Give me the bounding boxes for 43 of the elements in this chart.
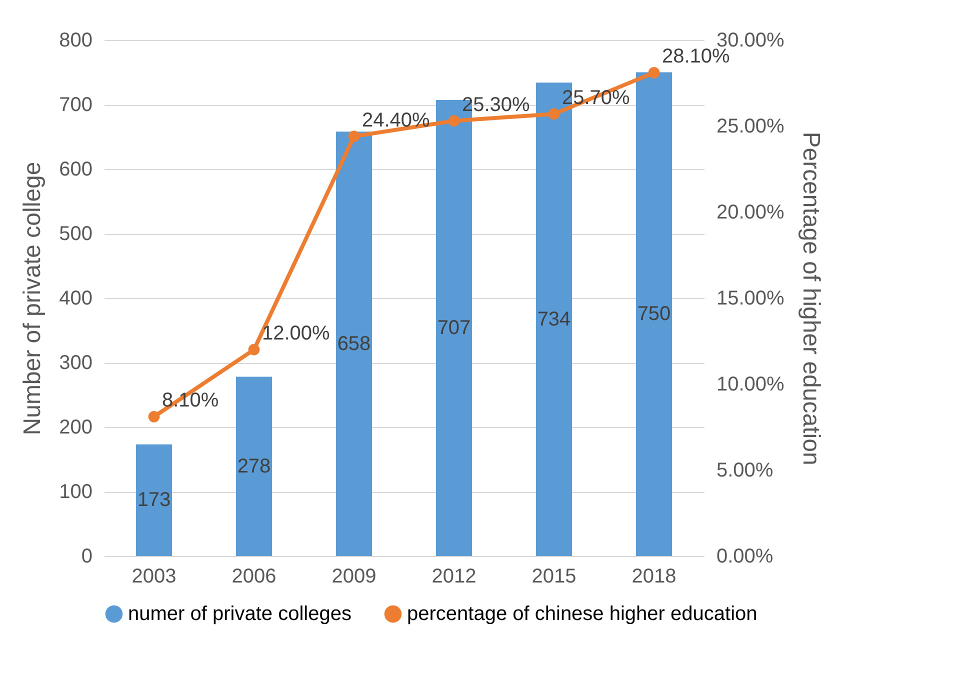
bar	[336, 132, 372, 556]
x-tick-label: 2003	[132, 566, 176, 588]
y2-tick-label: 20.00%	[716, 202, 785, 224]
x-tick-label: 2012	[432, 566, 476, 588]
data-label: 750	[637, 303, 671, 326]
y-tick-label: 300	[59, 352, 92, 374]
data-label: 734	[537, 308, 571, 330]
y2-tick-label: 15.00%	[716, 288, 785, 310]
y-tick-label: 0	[81, 546, 92, 568]
y2-tick-label: 25.00%	[716, 116, 785, 138]
point	[448, 115, 460, 127]
point	[248, 344, 260, 356]
data-label: 173	[137, 489, 171, 512]
data-label: 12.00%	[262, 322, 330, 345]
legend-label: numer of private colleges	[128, 603, 352, 626]
y-tick-label: 600	[59, 158, 92, 180]
y2-tick-label: 0.00%	[716, 546, 774, 568]
y-tick-label: 400	[59, 288, 92, 310]
bar	[236, 376, 272, 556]
y2-axis-title: Percentage of higher education	[797, 132, 824, 466]
y-tick-label: 100	[59, 481, 92, 503]
data-label: 707	[437, 316, 471, 339]
point	[348, 130, 360, 142]
data-label: 278	[237, 455, 271, 478]
point	[648, 66, 660, 78]
x-tick-label: 2009	[332, 566, 376, 588]
y2-tick-label: 5.00%	[716, 460, 774, 482]
y-tick-label: 700	[59, 94, 92, 116]
point	[548, 108, 560, 120]
y-axis-title: Number of private college	[19, 162, 46, 436]
data-label: 24.40%	[362, 109, 430, 132]
y-tick-label: 500	[59, 223, 92, 245]
bar	[136, 444, 172, 556]
y-tick-label: 200	[59, 416, 92, 438]
legend-label: percentage of chinese higher education	[407, 603, 758, 626]
point	[148, 410, 160, 422]
data-label: 658	[337, 332, 371, 355]
y-tick-label: 800	[59, 30, 92, 52]
x-tick-label: 2015	[532, 566, 576, 588]
y2-tick-label: 10.00%	[716, 374, 785, 396]
x-tick-label: 2018	[632, 566, 676, 588]
x-tick-label: 2006	[232, 566, 276, 588]
bar	[636, 72, 672, 556]
